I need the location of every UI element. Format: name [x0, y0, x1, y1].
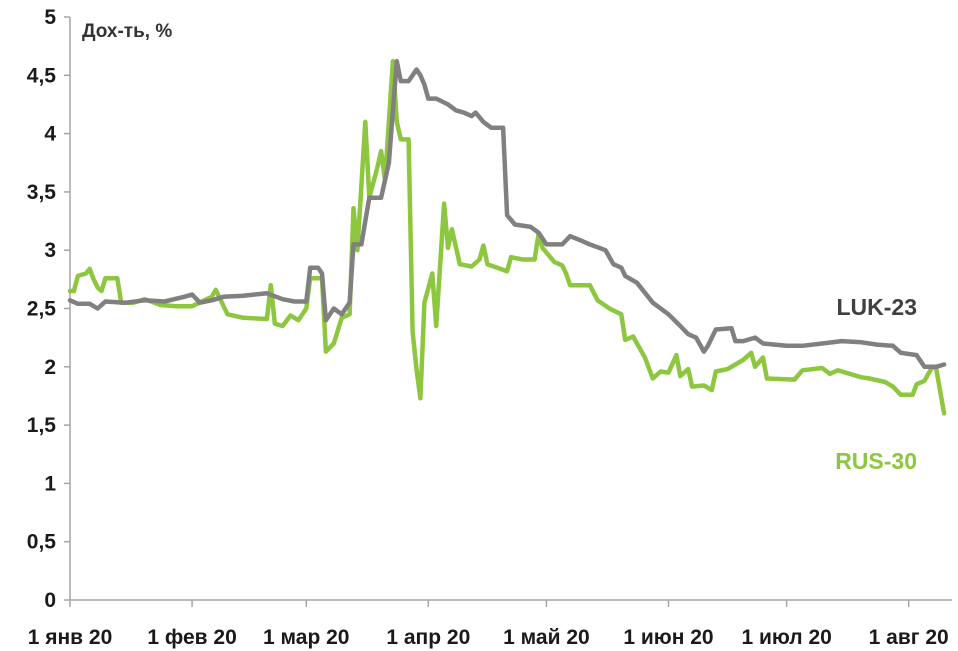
series-line-luk-23 [67, 59, 947, 370]
y-tick-label: 3 [44, 239, 56, 262]
x-tick-label: 1 мар 20 [263, 626, 349, 649]
y-tick-label: 3,5 [27, 181, 57, 204]
y-unit-label: Дох-ть, % [82, 21, 172, 42]
series-labels: LUK-23 RUS-30 [835, 294, 917, 474]
y-tick-label: 5 [44, 6, 56, 29]
y-tick-label: 0,5 [27, 531, 57, 554]
series-layer [67, 59, 947, 416]
x-tick-label: 1 май 20 [503, 626, 590, 649]
series-line-rus-30 [67, 59, 947, 416]
x-tick-label: 1 фев 20 [147, 626, 236, 649]
x-tick-label: 1 янв 20 [28, 626, 113, 649]
series-label-rus-30: RUS-30 [835, 448, 917, 474]
y-tick-label: 4 [44, 123, 56, 146]
x-tick-label: 1 июн 20 [623, 626, 713, 649]
x-axis: 1 янв 20 1 фев 20 1 мар 20 1 апр 20 1 май 20… [28, 599, 952, 649]
y-tick-label: 1,5 [27, 414, 57, 437]
y-tick-label: 2 [44, 356, 56, 379]
y-axis: 0 0,5 1 1,5 2 2,5 3 3,5 4 4,5 5 [27, 6, 71, 612]
x-tick-label: 1 апр 20 [386, 626, 470, 649]
series-label-luk-23: LUK-23 [836, 294, 917, 320]
y-tick-label: 0 [44, 589, 56, 612]
x-tick-label: 1 июл 20 [741, 626, 831, 649]
y-tick-label: 1 [44, 472, 56, 495]
y-tick-label: 4,5 [27, 64, 57, 87]
y-tick-label: 2,5 [27, 298, 57, 321]
x-tick-label: 1 авг 20 [869, 626, 949, 649]
